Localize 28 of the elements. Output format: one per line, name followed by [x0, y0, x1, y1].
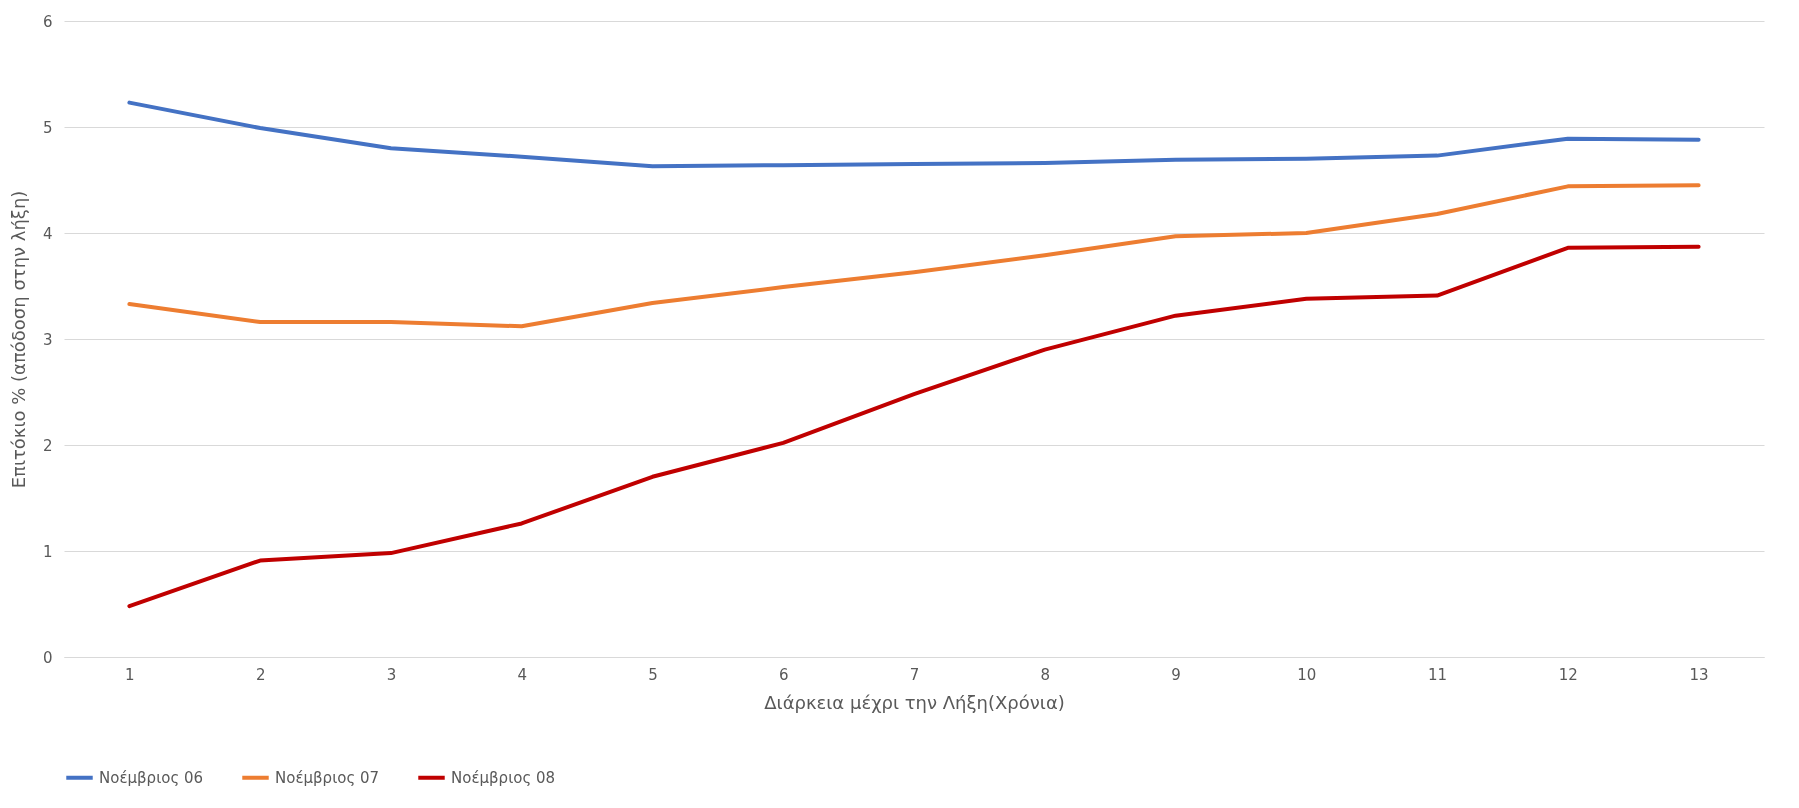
x-tick-label: 8: [1040, 665, 1051, 684]
y-tick-label: 3: [42, 330, 53, 349]
x-tick-label: 2: [255, 665, 266, 684]
x-tick-label: 11: [1428, 665, 1448, 684]
x-tick-label: 12: [1558, 665, 1578, 684]
x-tick-label: 13: [1689, 665, 1709, 684]
legend-label: Νοέμβριος 07: [275, 768, 380, 787]
x-tick-label: 9: [1171, 665, 1181, 684]
x-tick-label: 5: [648, 665, 658, 684]
x-axis-title: Διάρκεια μέχρι την Λήξη(Χρόνια): [764, 691, 1065, 713]
line-series: [127, 183, 1701, 329]
x-tick-label: 3: [386, 665, 397, 684]
legend-label: Νοέμβριος 08: [451, 768, 556, 787]
x-tick-label: 10: [1297, 665, 1317, 684]
y-tick-label: 5: [42, 118, 53, 137]
y-tick-label: 0: [42, 648, 53, 667]
x-tick-label: 6: [778, 665, 789, 684]
x-tick-label: 7: [909, 665, 920, 684]
legend-label: Νοέμβριος 06: [99, 768, 204, 787]
y-axis-title: Επιτόκιο % (απόδοση στην λήξη): [7, 190, 29, 489]
y-tick-label: 1: [42, 542, 53, 561]
x-tick-label: 1: [125, 665, 135, 684]
y-tick-label: 6: [42, 12, 53, 31]
line-series: [127, 100, 1701, 169]
line-series: [127, 244, 1701, 609]
x-tick-label: 4: [517, 665, 527, 684]
y-tick-label: 4: [42, 224, 53, 243]
y-tick-label: 2: [42, 436, 53, 455]
